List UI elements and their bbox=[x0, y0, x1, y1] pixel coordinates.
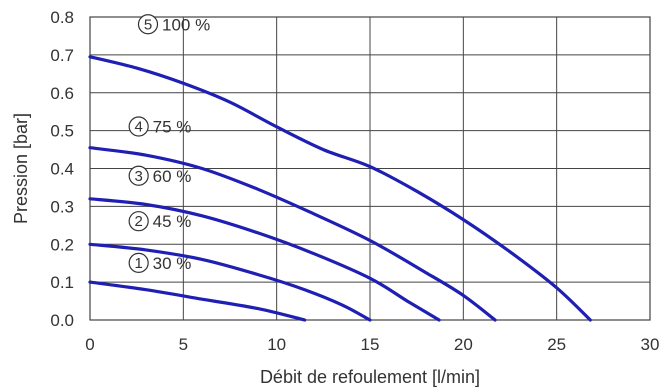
curve-4 bbox=[88, 146, 497, 322]
curve-label-4: 4 75 % bbox=[128, 116, 192, 137]
tick-labels: 0 5 10 15 20 25 300.00.10.20.30.40.50.60.70.8 bbox=[50, 8, 659, 354]
y-tick-label: 0.0 bbox=[50, 311, 74, 330]
circled-number bbox=[137, 14, 159, 35]
curve-marker-number: 2 bbox=[134, 213, 142, 230]
circled-number bbox=[128, 165, 149, 186]
curve-label-text: 75 % bbox=[153, 118, 192, 137]
y-tick-label: 0.5 bbox=[50, 122, 74, 141]
y-tick-label: 0.1 bbox=[50, 273, 74, 292]
y-tick-label: 0.4 bbox=[50, 160, 74, 179]
x-tick-label: 10 bbox=[267, 335, 286, 354]
curve-label-text: 60 % bbox=[153, 167, 192, 186]
curve-3 bbox=[88, 197, 441, 322]
curve-marker-number: 3 bbox=[134, 168, 142, 185]
curve-2 bbox=[88, 242, 372, 322]
y-axis-title: Pression [bar] bbox=[11, 113, 31, 224]
curve-label-5: 5 100 % bbox=[137, 14, 210, 35]
circled-number bbox=[128, 116, 149, 137]
x-tick-label: 15 bbox=[361, 335, 380, 354]
curve-labels: 1 30 % 2 45 % 3 60 % 4 75 % 5 100 % bbox=[128, 14, 210, 273]
x-axis-title: Débit de refoulement [l/min] bbox=[260, 367, 480, 387]
curve-label-text: 100 % bbox=[162, 15, 210, 34]
curve-1 bbox=[88, 280, 307, 322]
y-tick-label: 0.6 bbox=[50, 84, 74, 103]
x-tick-label: 30 bbox=[641, 335, 660, 354]
x-tick-label: 0 bbox=[85, 335, 94, 354]
y-tick-label: 0.3 bbox=[50, 197, 74, 216]
curve-label-1: 1 30 % bbox=[128, 252, 192, 273]
curve-marker-number: 1 bbox=[134, 255, 142, 272]
x-tick-label: 25 bbox=[547, 335, 566, 354]
x-tick-label: 20 bbox=[454, 335, 473, 354]
y-tick-label: 0.7 bbox=[50, 46, 74, 65]
curve-5 bbox=[88, 55, 592, 322]
circled-number bbox=[128, 252, 149, 273]
curve-label-text: 45 % bbox=[153, 212, 192, 231]
curve-marker-number: 5 bbox=[144, 16, 152, 33]
grid-lines bbox=[89, 16, 651, 321]
y-tick-label: 0.2 bbox=[50, 235, 74, 254]
circled-number bbox=[128, 211, 149, 232]
curve-marker-number: 4 bbox=[134, 119, 142, 136]
curves bbox=[88, 55, 592, 322]
curve-label-text: 30 % bbox=[153, 254, 192, 273]
y-tick-label: 0.8 bbox=[50, 8, 74, 27]
curve-label-3: 3 60 % bbox=[128, 165, 192, 186]
curve-label-2: 2 45 % bbox=[128, 211, 192, 232]
x-tick-label: 5 bbox=[179, 335, 188, 354]
